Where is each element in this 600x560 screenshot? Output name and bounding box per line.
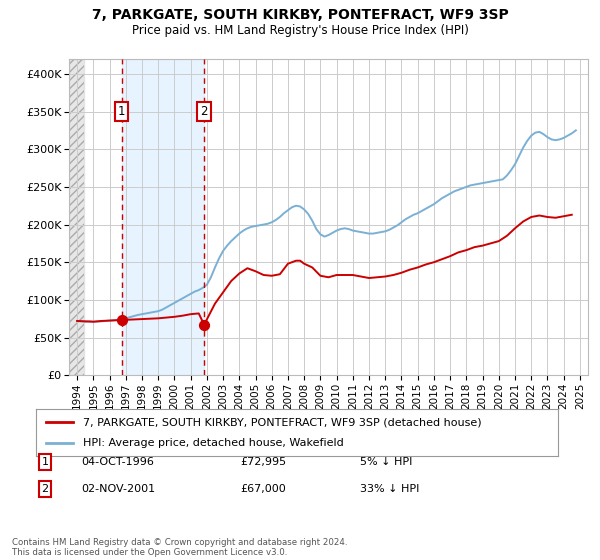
Text: £67,000: £67,000 (240, 484, 286, 494)
Text: 7, PARKGATE, SOUTH KIRKBY, PONTEFRACT, WF9 3SP: 7, PARKGATE, SOUTH KIRKBY, PONTEFRACT, W… (92, 8, 508, 22)
Point (117, 316, 127, 325)
Text: 02-NOV-2001: 02-NOV-2001 (81, 484, 155, 494)
Bar (69, 59, 83, 375)
Text: 1: 1 (41, 457, 49, 467)
Text: Price paid vs. HM Land Registry's House Price Index (HPI): Price paid vs. HM Land Registry's House … (131, 24, 469, 36)
Text: 2: 2 (200, 105, 208, 118)
Text: 5% ↓ HPI: 5% ↓ HPI (360, 457, 412, 467)
Text: 33% ↓ HPI: 33% ↓ HPI (360, 484, 419, 494)
Text: 7, PARKGATE, SOUTH KIRKBY, PONTEFRACT, WF9 3SP (detached house): 7, PARKGATE, SOUTH KIRKBY, PONTEFRACT, W… (83, 417, 482, 427)
Text: 1: 1 (118, 105, 125, 118)
Text: £72,995: £72,995 (240, 457, 286, 467)
Text: Contains HM Land Registry data © Crown copyright and database right 2024.
This d: Contains HM Land Registry data © Crown c… (12, 538, 347, 557)
Text: HPI: Average price, detached house, Wakefield: HPI: Average price, detached house, Wake… (83, 438, 344, 448)
Bar (122, 59, 204, 375)
Text: 04-OCT-1996: 04-OCT-1996 (81, 457, 154, 467)
Text: 2: 2 (41, 484, 49, 494)
Bar (69, 59, 83, 375)
Point (199, 320, 209, 329)
